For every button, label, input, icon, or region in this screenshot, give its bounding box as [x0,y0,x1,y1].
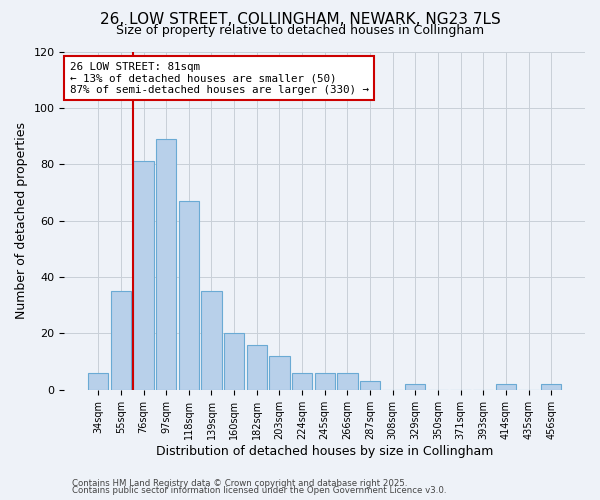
Bar [156,139,176,390]
Bar [405,384,425,390]
X-axis label: Distribution of detached houses by size in Collingham: Distribution of detached houses by size … [156,444,493,458]
Text: 26 LOW STREET: 81sqm
← 13% of detached houses are smaller (50)
87% of semi-detac: 26 LOW STREET: 81sqm ← 13% of detached h… [70,62,368,95]
Bar [247,344,267,390]
Bar [133,162,154,390]
Bar [179,201,199,390]
Bar [337,373,358,390]
Text: Size of property relative to detached houses in Collingham: Size of property relative to detached ho… [116,24,484,37]
Bar [201,291,221,390]
Y-axis label: Number of detached properties: Number of detached properties [15,122,28,319]
Bar [269,356,290,390]
Text: 26, LOW STREET, COLLINGHAM, NEWARK, NG23 7LS: 26, LOW STREET, COLLINGHAM, NEWARK, NG23… [100,12,500,28]
Bar [360,382,380,390]
Bar [292,373,312,390]
Bar [224,334,244,390]
Bar [496,384,516,390]
Bar [88,373,109,390]
Bar [111,291,131,390]
Text: Contains HM Land Registry data © Crown copyright and database right 2025.: Contains HM Land Registry data © Crown c… [72,478,407,488]
Bar [314,373,335,390]
Bar [541,384,562,390]
Text: Contains public sector information licensed under the Open Government Licence v3: Contains public sector information licen… [72,486,446,495]
